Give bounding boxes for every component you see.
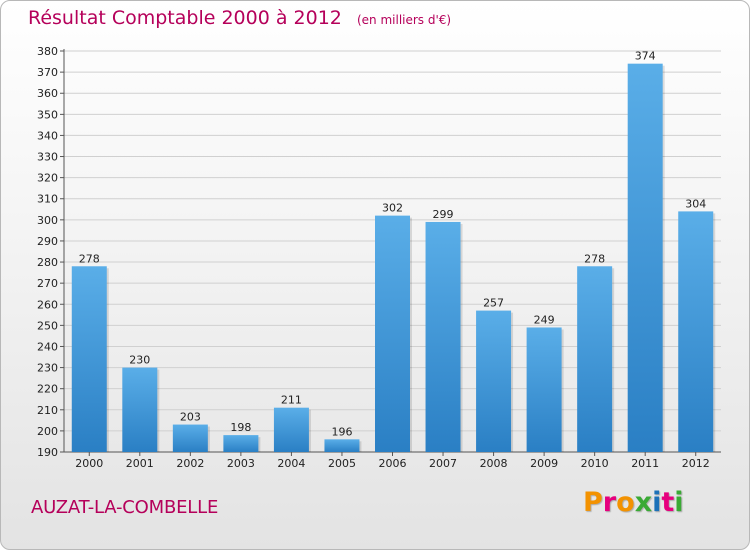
data-label: 257: [483, 297, 504, 310]
y-tick-label: 280: [37, 256, 58, 269]
bar: [324, 439, 360, 452]
logo-letter: x: [634, 487, 653, 518]
x-tick-label: 2003: [227, 457, 255, 470]
proxiti-logo: Proxiti: [583, 487, 684, 518]
x-tick-label: 2005: [328, 457, 356, 470]
data-label: 203: [180, 411, 201, 424]
bar: [627, 63, 663, 453]
bar: [223, 435, 259, 452]
chart-title: Résultat Comptable 2000 à 2012: [28, 7, 342, 29]
y-tick-label: 260: [37, 298, 58, 311]
bar: [425, 221, 461, 452]
logo-letter: i: [674, 487, 684, 518]
data-label: 304: [685, 197, 706, 210]
x-tick-label: 2007: [429, 457, 457, 470]
y-tick-label: 330: [37, 151, 58, 164]
y-tick-label: 310: [37, 193, 58, 206]
bar: [476, 310, 512, 452]
commune-name: AUZAT-LA-COMBELLE: [31, 497, 219, 518]
title-block: Résultat Comptable 2000 à 2012 (en milli…: [28, 7, 451, 29]
x-tick-label: 2008: [480, 457, 508, 470]
x-tick-label: 2004: [277, 457, 305, 470]
y-tick-label: 380: [37, 45, 58, 58]
x-tick-label: 2001: [126, 457, 154, 470]
bar: [375, 215, 410, 452]
bar: [526, 327, 562, 452]
x-tick-label: 2009: [530, 457, 558, 470]
chart-subtitle: (en milliers d'€): [356, 13, 452, 27]
y-tick-label: 320: [37, 172, 58, 185]
data-label: 302: [382, 202, 403, 215]
y-tick-label: 250: [37, 319, 58, 332]
y-tick-label: 240: [37, 340, 58, 353]
y-tick-label: 210: [37, 404, 58, 417]
logo-letter: t: [661, 487, 675, 518]
x-tick-label: 2010: [581, 457, 609, 470]
bar: [71, 266, 107, 452]
x-tick-label: 2006: [379, 457, 407, 470]
y-tick-label: 350: [37, 108, 58, 121]
y-tick-label: 300: [37, 214, 58, 227]
y-tick-label: 370: [37, 66, 58, 79]
logo-letter: o: [616, 487, 635, 518]
data-label: 230: [129, 354, 150, 367]
y-tick-label: 230: [37, 362, 58, 375]
y-tick-label: 220: [37, 383, 58, 396]
logo-letter: r: [602, 487, 617, 518]
y-tick-label: 340: [37, 129, 58, 142]
data-label: 249: [534, 313, 555, 326]
bar: [678, 211, 714, 452]
x-tick-label: 2012: [682, 457, 710, 470]
y-tick-label: 200: [37, 425, 58, 438]
y-tick-label: 360: [37, 87, 58, 100]
x-tick-label: 2002: [176, 457, 204, 470]
data-label: 374: [635, 50, 656, 63]
data-label: 196: [331, 425, 352, 438]
y-tick-label: 190: [37, 446, 58, 459]
bar: [273, 407, 309, 452]
data-label: 211: [281, 394, 302, 407]
data-label: 278: [79, 252, 100, 265]
bar: [577, 266, 613, 452]
logo-letter: i: [652, 487, 662, 518]
y-tick-label: 270: [37, 277, 58, 290]
x-tick-label: 2000: [75, 457, 103, 470]
y-tick-label: 290: [37, 235, 58, 248]
bar: [122, 367, 158, 452]
logo-letter: P: [583, 487, 603, 518]
data-label: 278: [584, 252, 605, 265]
bar: [172, 424, 208, 452]
data-label: 198: [230, 421, 251, 434]
data-label: 299: [433, 208, 454, 221]
x-tick-label: 2011: [631, 457, 659, 470]
